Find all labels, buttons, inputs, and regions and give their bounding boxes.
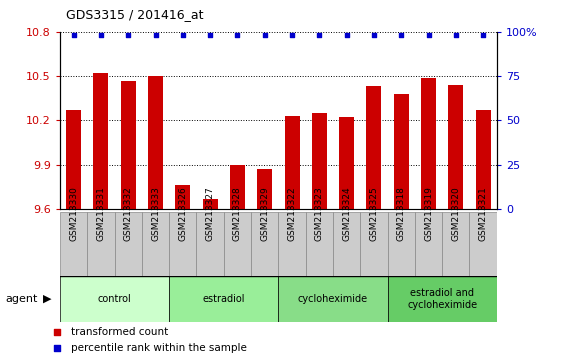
Text: estradiol and
cycloheximide: estradiol and cycloheximide: [407, 288, 477, 310]
Bar: [94, 73, 108, 209]
Point: [53, 329, 62, 335]
Bar: [388, 276, 497, 322]
Bar: [394, 94, 409, 209]
Text: GSM213329: GSM213329: [260, 186, 269, 241]
Text: GSM213323: GSM213323: [315, 186, 324, 241]
Bar: [251, 212, 279, 276]
Text: ▶: ▶: [43, 294, 51, 304]
Bar: [87, 212, 115, 276]
Text: GSM213327: GSM213327: [206, 186, 215, 241]
Bar: [305, 212, 333, 276]
Text: control: control: [98, 294, 131, 304]
Text: GDS3315 / 201416_at: GDS3315 / 201416_at: [66, 8, 203, 21]
Bar: [175, 185, 190, 209]
Bar: [257, 169, 272, 209]
Text: transformed count: transformed count: [71, 327, 168, 337]
Text: cycloheximide: cycloheximide: [298, 294, 368, 304]
Bar: [60, 276, 169, 322]
Text: GSM213333: GSM213333: [151, 186, 160, 241]
Bar: [148, 76, 163, 209]
Point: [451, 32, 460, 38]
Bar: [367, 86, 381, 209]
Bar: [230, 165, 245, 209]
Point: [260, 32, 270, 38]
Bar: [224, 212, 251, 276]
Point: [478, 32, 488, 38]
Text: GSM213319: GSM213319: [424, 186, 433, 241]
Bar: [120, 81, 136, 209]
Bar: [415, 212, 442, 276]
Bar: [169, 212, 196, 276]
Bar: [448, 85, 463, 209]
Text: percentile rank within the sample: percentile rank within the sample: [71, 343, 247, 353]
Text: GSM213330: GSM213330: [69, 186, 78, 241]
Point: [178, 32, 187, 38]
Bar: [279, 212, 305, 276]
Point: [397, 32, 406, 38]
Point: [233, 32, 242, 38]
Bar: [312, 113, 327, 209]
Point: [424, 32, 433, 38]
Point: [124, 32, 133, 38]
Point: [53, 345, 62, 350]
Bar: [333, 212, 360, 276]
Point: [206, 32, 215, 38]
Point: [315, 32, 324, 38]
Bar: [476, 110, 490, 209]
Point: [287, 32, 296, 38]
Bar: [360, 212, 388, 276]
Bar: [196, 212, 224, 276]
Text: GSM213331: GSM213331: [96, 186, 106, 241]
Text: GSM213320: GSM213320: [451, 186, 460, 241]
Text: GSM213332: GSM213332: [124, 186, 132, 241]
Bar: [339, 118, 354, 209]
Point: [151, 32, 160, 38]
Text: GSM213326: GSM213326: [178, 186, 187, 241]
Text: GSM213328: GSM213328: [233, 186, 242, 241]
Text: agent: agent: [6, 294, 38, 304]
Bar: [169, 276, 279, 322]
Text: GSM213318: GSM213318: [397, 186, 406, 241]
Bar: [284, 116, 300, 209]
Text: estradiol: estradiol: [203, 294, 245, 304]
Bar: [469, 212, 497, 276]
Point: [69, 32, 78, 38]
Bar: [442, 212, 469, 276]
Bar: [203, 199, 218, 209]
Bar: [142, 212, 169, 276]
Bar: [279, 276, 388, 322]
Bar: [115, 212, 142, 276]
Bar: [388, 212, 415, 276]
Text: GSM213325: GSM213325: [369, 186, 379, 241]
Bar: [421, 78, 436, 209]
Point: [369, 32, 379, 38]
Point: [342, 32, 351, 38]
Text: GSM213321: GSM213321: [478, 186, 488, 241]
Point: [96, 32, 106, 38]
Text: GSM213324: GSM213324: [342, 187, 351, 241]
Bar: [66, 110, 81, 209]
Text: GSM213322: GSM213322: [288, 187, 296, 241]
Bar: [60, 212, 87, 276]
